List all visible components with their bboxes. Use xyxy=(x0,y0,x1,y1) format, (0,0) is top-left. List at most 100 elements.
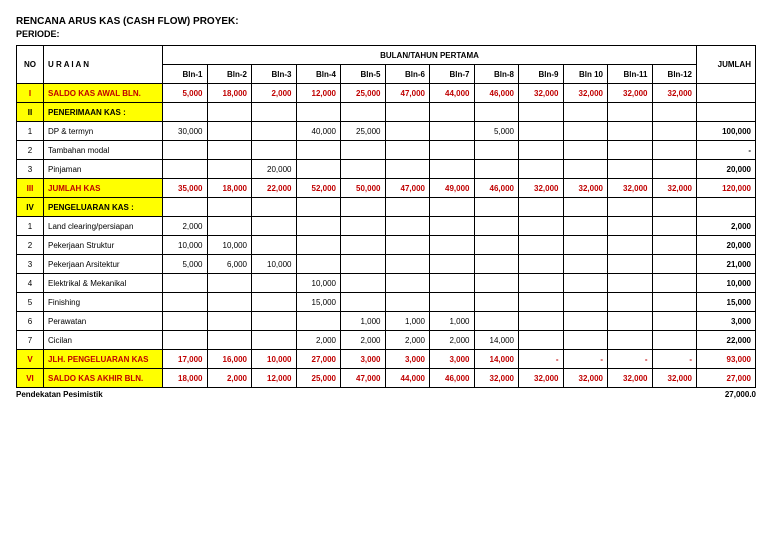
cell-value: 35,000 xyxy=(163,179,208,198)
table-row: 2Tambahan modal- xyxy=(17,141,756,160)
header-month-10: Bln 10 xyxy=(563,65,608,84)
table-row: 1Land clearing/persiapan2,0002,000 xyxy=(17,217,756,236)
cell-value xyxy=(563,331,608,350)
cell-value: 10,000 xyxy=(252,255,297,274)
cell-value xyxy=(563,255,608,274)
cell-value: 27,000 xyxy=(296,350,341,369)
cell-no: II xyxy=(17,103,44,122)
cashflow-table: NO U R A I A N BULAN/TAHUN PERTAMA JUMLA… xyxy=(16,45,756,388)
cell-value xyxy=(430,198,475,217)
cell-value: 32,000 xyxy=(519,369,564,388)
cell-jumlah: 20,000 xyxy=(697,160,756,179)
cell-value xyxy=(608,217,653,236)
cell-value: 50,000 xyxy=(341,179,386,198)
table-body: ISALDO KAS AWAL BLN.5,00018,0002,00012,0… xyxy=(17,84,756,388)
cell-value xyxy=(652,274,697,293)
cell-jumlah: 15,000 xyxy=(697,293,756,312)
table-row: IIIJUMLAH KAS35,00018,00022,00052,00050,… xyxy=(17,179,756,198)
cell-value: 18,000 xyxy=(163,369,208,388)
header-month-5: Bln-5 xyxy=(341,65,386,84)
cell-label: JUMLAH KAS xyxy=(44,179,163,198)
cell-value xyxy=(207,274,252,293)
cell-value xyxy=(474,160,519,179)
cell-value xyxy=(652,255,697,274)
cell-value xyxy=(163,198,208,217)
cell-jumlah: - xyxy=(697,141,756,160)
cell-value xyxy=(252,122,297,141)
cell-value: 10,000 xyxy=(163,236,208,255)
cell-label: Pekerjaan Arsitektur xyxy=(44,255,163,274)
cell-value xyxy=(163,293,208,312)
footer: Pendekatan Pesimistik 27,000.0 xyxy=(16,390,756,399)
cell-value xyxy=(163,160,208,179)
cell-no: VI xyxy=(17,369,44,388)
footer-right: 27,000.0 xyxy=(725,390,756,399)
cell-jumlah: 2,000 xyxy=(697,217,756,236)
cell-no: 2 xyxy=(17,236,44,255)
cell-value xyxy=(341,198,386,217)
cell-value xyxy=(341,141,386,160)
cell-value: 47,000 xyxy=(385,84,430,103)
cell-value: 2,000 xyxy=(252,84,297,103)
cell-no: 1 xyxy=(17,217,44,236)
cell-value xyxy=(608,160,653,179)
cell-value: 10,000 xyxy=(252,350,297,369)
cell-value xyxy=(474,236,519,255)
cell-value xyxy=(296,255,341,274)
cell-value: 32,000 xyxy=(474,369,519,388)
cell-value xyxy=(563,160,608,179)
cell-value xyxy=(341,103,386,122)
cell-value xyxy=(296,217,341,236)
cell-value xyxy=(608,103,653,122)
cell-value xyxy=(608,236,653,255)
table-row: 4Elektrikal & Mekanikal10,00010,000 xyxy=(17,274,756,293)
cell-value: 5,000 xyxy=(163,84,208,103)
cell-label: Pinjaman xyxy=(44,160,163,179)
cell-value: 32,000 xyxy=(563,369,608,388)
cell-value xyxy=(252,331,297,350)
cell-no: IV xyxy=(17,198,44,217)
table-row: IIPENERIMAAN KAS : xyxy=(17,103,756,122)
cell-value: 3,000 xyxy=(385,350,430,369)
cell-value xyxy=(563,103,608,122)
cell-label: DP & termyn xyxy=(44,122,163,141)
cell-value: 49,000 xyxy=(430,179,475,198)
footer-left: Pendekatan Pesimistik xyxy=(16,390,103,399)
cell-value: 5,000 xyxy=(474,122,519,141)
cell-value xyxy=(163,103,208,122)
table-row: 1DP & termyn30,00040,00025,0005,000100,0… xyxy=(17,122,756,141)
cell-value xyxy=(652,122,697,141)
cell-value xyxy=(296,198,341,217)
cell-value: 32,000 xyxy=(608,179,653,198)
cell-value xyxy=(519,103,564,122)
cell-value xyxy=(207,160,252,179)
cell-value xyxy=(163,274,208,293)
cell-value xyxy=(207,141,252,160)
cell-no: I xyxy=(17,84,44,103)
cell-value xyxy=(608,122,653,141)
header-month-9: Bln-9 xyxy=(519,65,564,84)
cell-value xyxy=(608,274,653,293)
cell-value: 16,000 xyxy=(207,350,252,369)
cell-value: 3,000 xyxy=(430,350,475,369)
header-month-3: Bln-3 xyxy=(252,65,297,84)
cell-value xyxy=(207,312,252,331)
cell-value xyxy=(430,274,475,293)
cell-value xyxy=(519,274,564,293)
cell-value xyxy=(385,236,430,255)
cell-value xyxy=(519,198,564,217)
cell-value xyxy=(430,141,475,160)
cell-value: 12,000 xyxy=(252,369,297,388)
cell-value xyxy=(341,160,386,179)
cell-value xyxy=(519,312,564,331)
cell-value xyxy=(296,312,341,331)
cell-value xyxy=(652,236,697,255)
cell-jumlah xyxy=(697,103,756,122)
table-row: VJLH. PENGELUARAN KAS17,00016,00010,0002… xyxy=(17,350,756,369)
cell-value xyxy=(252,141,297,160)
cell-label: Tambahan modal xyxy=(44,141,163,160)
cell-value xyxy=(207,217,252,236)
cell-value xyxy=(474,198,519,217)
cell-value: 14,000 xyxy=(474,350,519,369)
cell-value xyxy=(296,103,341,122)
